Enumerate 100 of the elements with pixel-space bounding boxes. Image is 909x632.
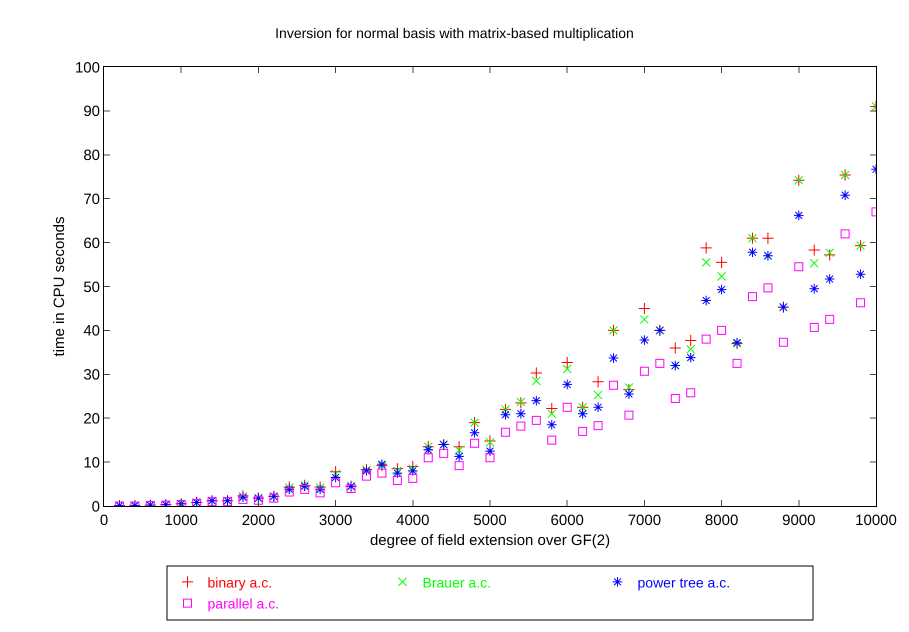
point xyxy=(624,382,634,392)
x-tick-label: 1000 xyxy=(164,512,198,529)
point xyxy=(561,356,574,369)
point xyxy=(855,268,866,280)
point xyxy=(238,494,248,504)
point xyxy=(408,474,418,483)
y-tick-label: 10 xyxy=(83,454,100,472)
point xyxy=(640,366,649,376)
x-tick-label: 8000 xyxy=(704,512,738,529)
y-tick-label: 0 xyxy=(92,498,100,516)
point xyxy=(562,402,572,412)
point xyxy=(514,396,527,409)
point xyxy=(670,394,680,403)
point xyxy=(655,358,664,368)
point xyxy=(640,314,649,324)
point xyxy=(686,388,696,398)
x-tick-label: 10000 xyxy=(855,512,897,529)
legend-label: binary a.c. xyxy=(208,574,272,590)
point xyxy=(686,344,696,354)
point xyxy=(824,274,835,284)
point xyxy=(825,248,834,258)
point xyxy=(577,408,588,420)
point xyxy=(314,484,326,495)
point xyxy=(562,364,572,374)
point xyxy=(422,444,434,456)
point xyxy=(454,451,464,462)
point xyxy=(624,410,634,420)
point xyxy=(592,376,604,388)
point xyxy=(717,272,726,281)
point xyxy=(763,283,772,292)
y-tick-label: 90 xyxy=(83,103,100,120)
point xyxy=(546,419,558,430)
point xyxy=(530,366,542,380)
point xyxy=(547,409,556,418)
point xyxy=(732,358,742,368)
point xyxy=(638,302,650,315)
point xyxy=(748,292,757,302)
x-axis-title: degree of field extension over GF(2) xyxy=(370,532,610,549)
point xyxy=(284,487,294,496)
x-tick-label: 6000 xyxy=(550,512,584,529)
point xyxy=(484,446,496,456)
x-tick-label: 3000 xyxy=(318,512,352,529)
point xyxy=(439,448,448,458)
point xyxy=(516,408,526,420)
point xyxy=(578,426,588,436)
y-tick-label: 50 xyxy=(83,278,100,296)
y-tick-label: 30 xyxy=(83,366,100,384)
point xyxy=(840,229,850,238)
point xyxy=(408,466,418,476)
point xyxy=(824,248,836,261)
point xyxy=(624,388,634,400)
point xyxy=(284,484,295,495)
y-tick-label: 100 xyxy=(74,59,100,76)
legend-label: Brauer a.c. xyxy=(422,574,491,590)
point xyxy=(532,376,541,386)
x-tick-label: 2000 xyxy=(242,512,276,529)
point xyxy=(840,190,850,200)
point xyxy=(424,453,433,462)
point xyxy=(669,342,682,354)
x-tick-label: 7000 xyxy=(628,512,662,529)
point xyxy=(702,334,711,344)
point xyxy=(486,453,494,462)
y-tick-label: 70 xyxy=(83,190,100,208)
point xyxy=(454,461,464,470)
point xyxy=(470,438,480,448)
point xyxy=(392,468,403,478)
point xyxy=(331,469,340,478)
x-tick-label: 5000 xyxy=(473,512,507,529)
point xyxy=(794,210,804,221)
point xyxy=(794,262,804,272)
y-axis-title: time in CPU seconds xyxy=(51,216,68,357)
point xyxy=(547,436,556,445)
point xyxy=(716,256,728,268)
point xyxy=(531,395,542,406)
x-tick-label: 9000 xyxy=(782,512,816,529)
point xyxy=(516,397,526,406)
point xyxy=(500,409,511,420)
point xyxy=(562,379,572,390)
point xyxy=(377,468,386,478)
point xyxy=(684,334,697,347)
x-tick-label: 4000 xyxy=(396,512,430,529)
point xyxy=(516,422,526,431)
point xyxy=(747,246,758,258)
chart-title: Inversion for normal basis with matrix-based multiplication xyxy=(275,25,634,42)
point xyxy=(717,326,726,335)
point xyxy=(300,484,310,494)
point xyxy=(592,402,604,413)
point xyxy=(392,476,402,486)
point xyxy=(486,438,494,447)
point xyxy=(392,466,402,476)
point xyxy=(810,258,819,268)
point xyxy=(808,244,820,256)
point xyxy=(469,427,480,438)
y-tick-label: 60 xyxy=(83,234,100,252)
point xyxy=(702,258,711,267)
point xyxy=(808,283,820,294)
point xyxy=(453,440,466,453)
point xyxy=(330,472,341,483)
point xyxy=(716,284,727,295)
point xyxy=(362,472,371,481)
